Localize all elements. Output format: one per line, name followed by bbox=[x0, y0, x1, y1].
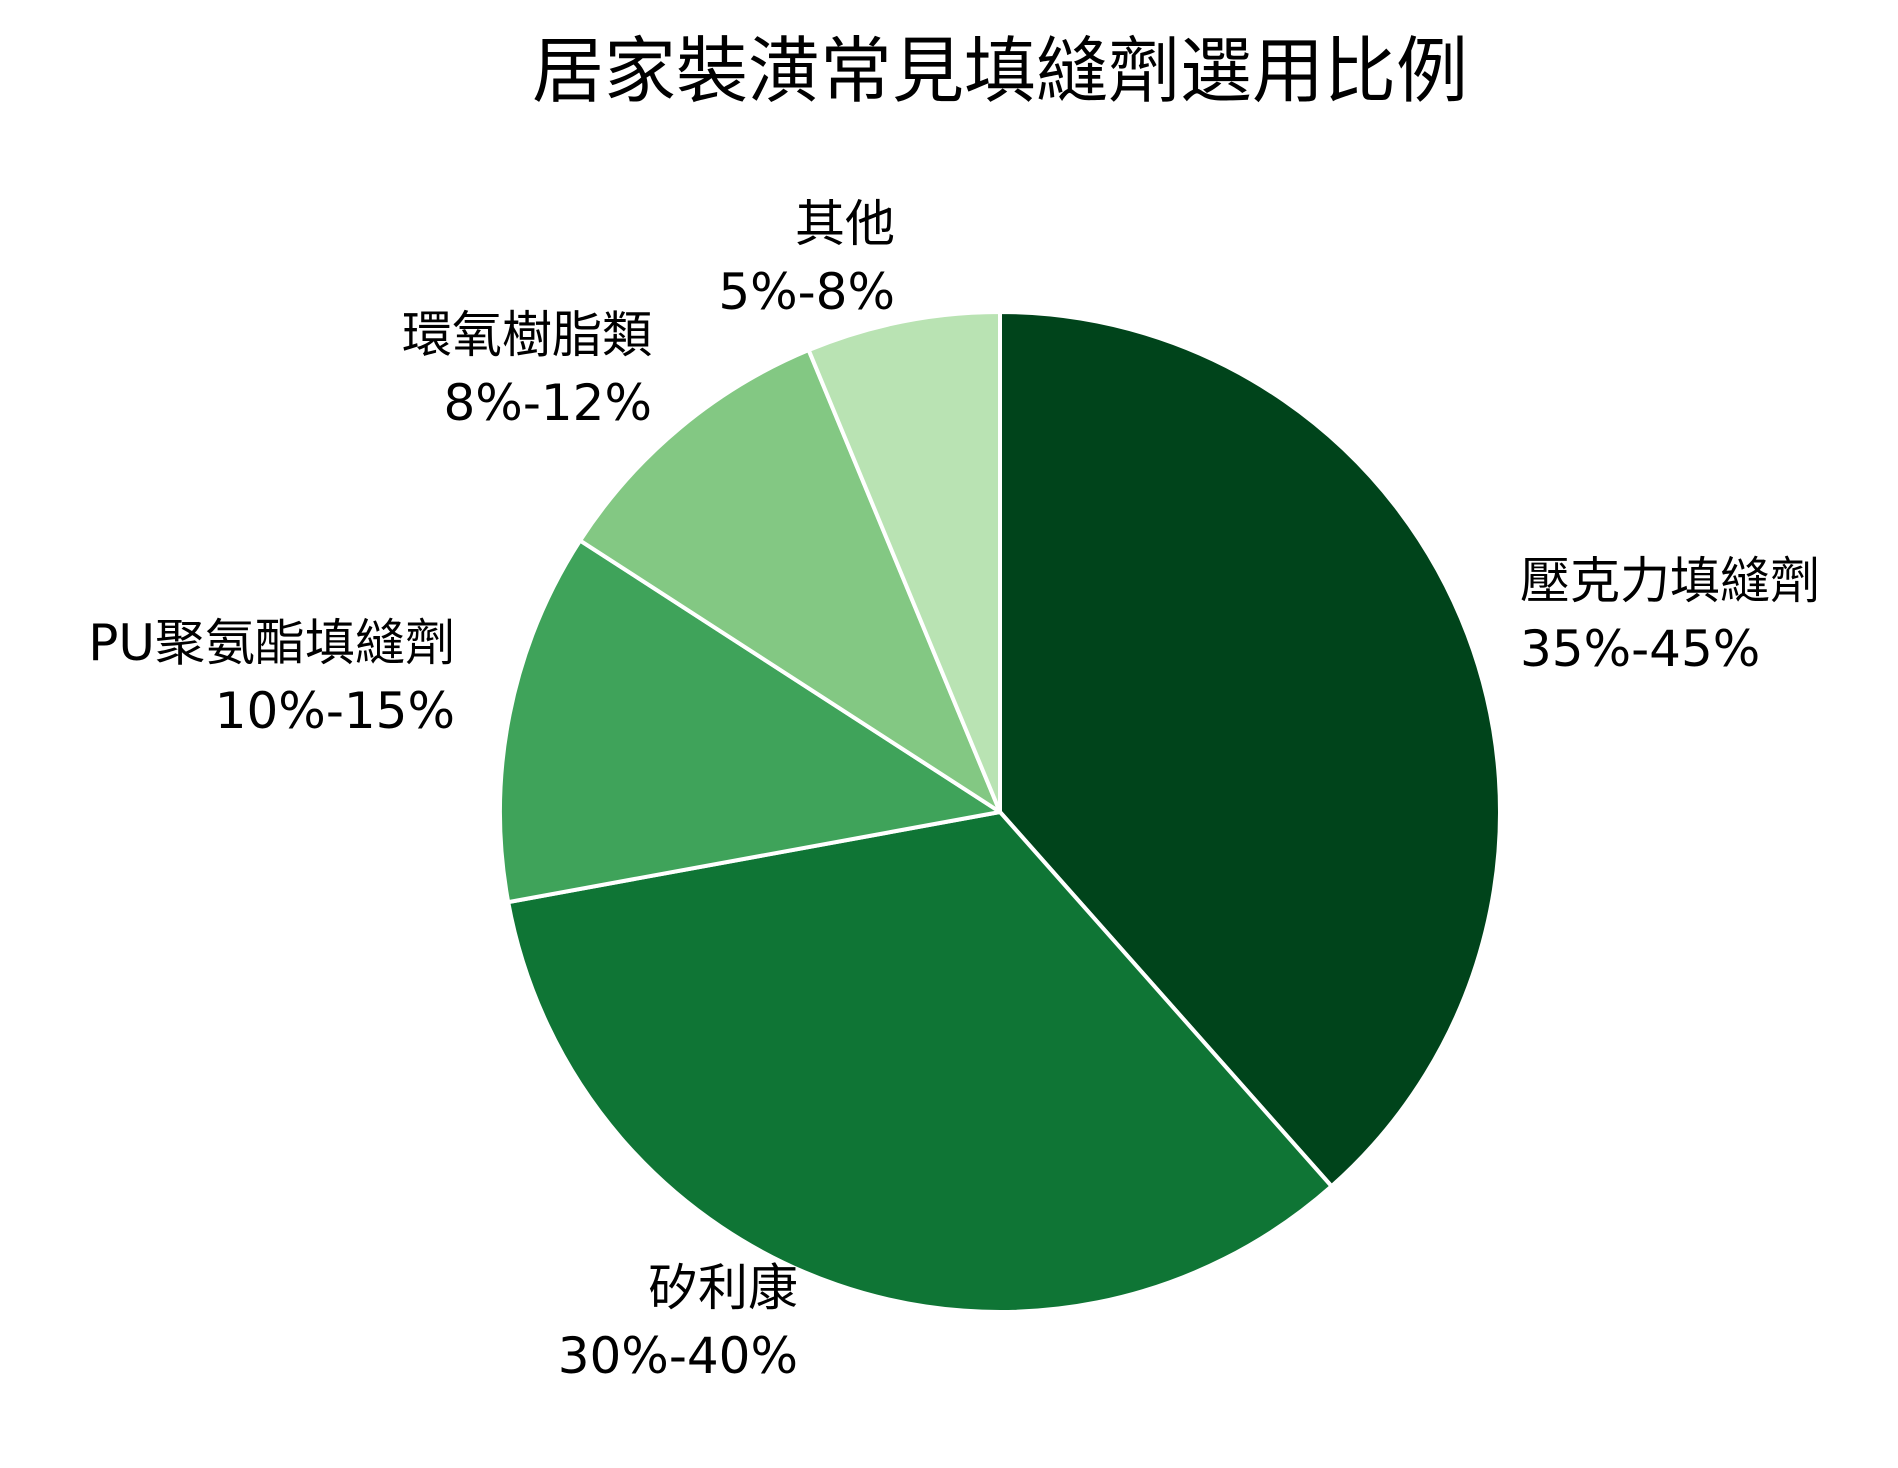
slice-label-name: 其他 bbox=[795, 195, 895, 253]
pie-slice bbox=[498, 538, 1002, 905]
pie-slice bbox=[806, 310, 1002, 814]
slice-label-range: 8%-12% bbox=[444, 374, 653, 432]
pie-slices bbox=[498, 310, 1502, 1314]
slice-label-name: 環氧樹脂類 bbox=[402, 306, 652, 364]
pie-labels: 壓克力填縫劑 35%-45% 矽利康 30%-40% PU聚氨酯填縫劑 10%-15% 環氧… bbox=[88, 195, 1820, 1385]
chart-title: 居家裝潢常見填縫劑選用比例 bbox=[532, 29, 1468, 113]
pie-slice bbox=[578, 348, 1002, 814]
slice-label-range: 35%-45% bbox=[1520, 620, 1760, 678]
slice-label-range: 30%-40% bbox=[558, 1327, 798, 1385]
pie-slice bbox=[998, 310, 1502, 1189]
slice-label-name: 矽利康 bbox=[648, 1259, 798, 1317]
slice-label-range: 10%-15% bbox=[215, 682, 455, 740]
pie-slice bbox=[506, 810, 1334, 1314]
slice-label-name: 壓克力填縫劑 bbox=[1520, 552, 1820, 610]
slice-label-name: PU聚氨酯填縫劑 bbox=[88, 614, 455, 672]
slice-label-range: 5%-8% bbox=[718, 263, 895, 321]
